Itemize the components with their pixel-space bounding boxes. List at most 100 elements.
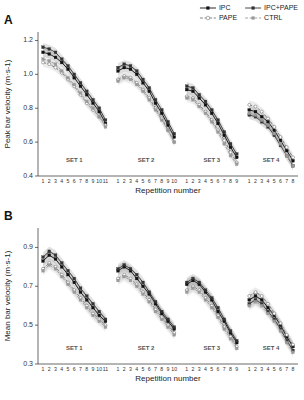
x-tick-label: 1 bbox=[185, 366, 188, 372]
point bbox=[98, 320, 101, 323]
point bbox=[198, 281, 201, 284]
legend-marker bbox=[206, 6, 209, 9]
point bbox=[60, 275, 63, 278]
point bbox=[48, 59, 51, 62]
x-tick-label: 4 bbox=[204, 178, 207, 184]
point bbox=[254, 300, 257, 303]
legend-label: PAPE bbox=[219, 14, 237, 21]
point bbox=[292, 164, 295, 167]
point bbox=[223, 328, 226, 331]
x-tick-label: 1 bbox=[248, 178, 251, 184]
series-line bbox=[249, 115, 293, 166]
point bbox=[254, 105, 257, 108]
point bbox=[260, 298, 263, 301]
point bbox=[85, 295, 88, 298]
series-line bbox=[118, 76, 174, 142]
x-tick-label: 1 bbox=[117, 178, 120, 184]
set-label: SET 3 bbox=[203, 157, 220, 163]
x-tick-label: 6 bbox=[148, 178, 151, 184]
point bbox=[160, 318, 163, 321]
point bbox=[229, 154, 232, 157]
point bbox=[185, 85, 188, 88]
series-line bbox=[187, 286, 237, 346]
point bbox=[142, 281, 145, 284]
x-tick-label: 9 bbox=[92, 366, 95, 372]
x-tick-label: 7 bbox=[223, 178, 226, 184]
point bbox=[292, 351, 295, 354]
point bbox=[204, 289, 207, 292]
x-tick-label: 2 bbox=[192, 366, 195, 372]
error-band bbox=[249, 111, 293, 170]
point bbox=[85, 298, 88, 301]
error-band bbox=[43, 55, 106, 131]
x-tick-label: 2 bbox=[123, 366, 126, 372]
error-band bbox=[43, 246, 106, 324]
y-axis-label: Mean bar velocity (m·s-1) bbox=[3, 250, 12, 341]
point bbox=[54, 258, 57, 261]
y-tick bbox=[35, 364, 38, 365]
point bbox=[160, 310, 163, 313]
x-tick-label: 1 bbox=[42, 366, 45, 372]
x-axis bbox=[38, 364, 298, 365]
point bbox=[129, 64, 132, 67]
point bbox=[42, 46, 45, 49]
point bbox=[248, 109, 251, 112]
series-line bbox=[43, 255, 106, 321]
point bbox=[98, 115, 101, 118]
x-tick-label: 8 bbox=[229, 366, 232, 372]
x-tick-label: 7 bbox=[223, 366, 226, 372]
point bbox=[42, 51, 45, 54]
point bbox=[229, 142, 232, 145]
point bbox=[104, 318, 107, 321]
point bbox=[279, 142, 282, 145]
point bbox=[285, 154, 288, 157]
point bbox=[273, 132, 276, 135]
point bbox=[217, 131, 220, 134]
point bbox=[160, 119, 163, 122]
set-label: SET 1 bbox=[66, 157, 83, 163]
point bbox=[248, 103, 251, 106]
y-tick-label: 0.8 bbox=[23, 104, 33, 111]
x-tick-label: 1 bbox=[185, 178, 188, 184]
point bbox=[167, 326, 170, 329]
point bbox=[192, 287, 195, 290]
point bbox=[42, 269, 45, 272]
series-line bbox=[249, 296, 293, 347]
y-tick-label: 0.6 bbox=[23, 138, 33, 145]
point bbox=[54, 51, 57, 54]
x-tick-label: 4 bbox=[204, 366, 207, 372]
point bbox=[260, 115, 263, 118]
series-line bbox=[43, 251, 106, 319]
point bbox=[173, 132, 176, 135]
point bbox=[285, 341, 288, 344]
point bbox=[42, 58, 45, 61]
series-line bbox=[43, 59, 106, 127]
point bbox=[185, 97, 188, 100]
x-tick-label: 2 bbox=[48, 366, 51, 372]
point bbox=[217, 316, 220, 319]
point bbox=[260, 295, 263, 298]
point bbox=[142, 78, 145, 81]
point bbox=[67, 68, 70, 71]
point bbox=[73, 73, 76, 76]
point bbox=[48, 48, 51, 51]
plot-area bbox=[42, 246, 295, 357]
x-tick-label: 3 bbox=[54, 178, 57, 184]
point bbox=[148, 300, 151, 303]
x-tick-label: 5 bbox=[273, 366, 276, 372]
x-tick-label: 6 bbox=[73, 178, 76, 184]
y-axis bbox=[38, 32, 39, 176]
panel: 0.30.50.70.91234567891011123456789101234… bbox=[3, 209, 298, 383]
point bbox=[235, 347, 238, 350]
point bbox=[79, 81, 82, 84]
x-tick-label: 3 bbox=[198, 366, 201, 372]
point bbox=[98, 115, 101, 118]
point bbox=[117, 66, 120, 69]
x-tick-label: 6 bbox=[148, 366, 151, 372]
point bbox=[79, 92, 82, 95]
point bbox=[285, 333, 288, 336]
legend-marker bbox=[206, 16, 210, 20]
point bbox=[248, 304, 251, 307]
point bbox=[135, 83, 138, 86]
x-tick-label: 3 bbox=[260, 366, 263, 372]
